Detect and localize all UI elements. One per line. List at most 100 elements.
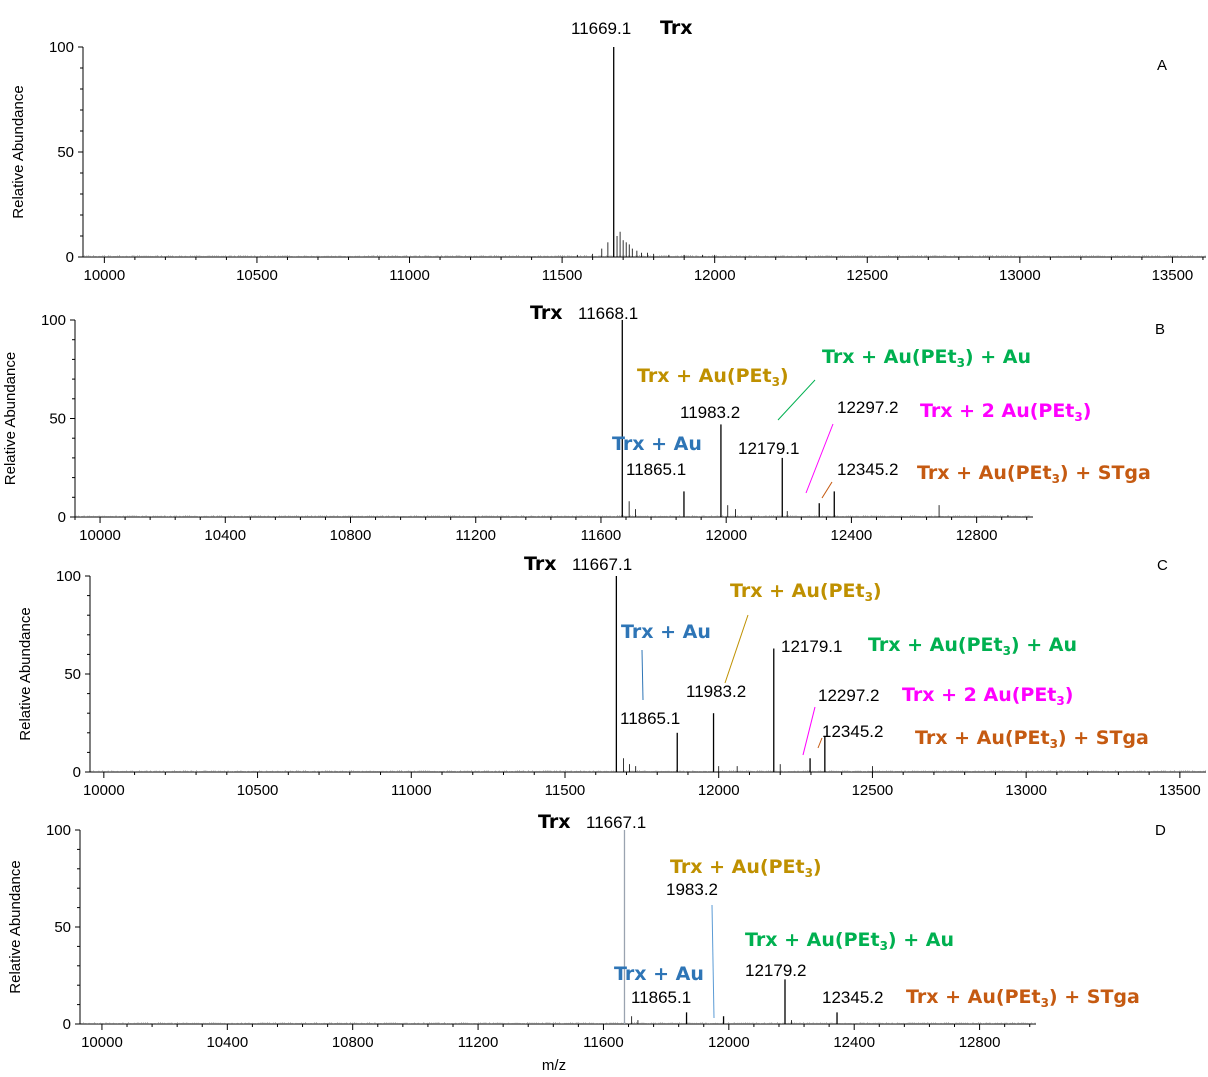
peak-mz-label: 12345.2 xyxy=(822,988,883,1007)
peak-mz-label: 12297.2 xyxy=(818,686,879,705)
x-tick-label: 10000 xyxy=(84,267,126,284)
x-tick-label: 13000 xyxy=(1005,782,1047,799)
annotation-leader-line xyxy=(724,614,749,684)
x-tick-label: 12500 xyxy=(846,267,888,284)
x-tick-label: 10000 xyxy=(83,782,125,799)
annotation-leader-line xyxy=(821,481,833,499)
peak-mz-label: 1983.2 xyxy=(666,880,718,899)
panel-letter: C xyxy=(1157,557,1168,574)
x-tick-label: 13500 xyxy=(1159,782,1201,799)
x-tick-label: 12500 xyxy=(852,782,894,799)
species-annotation: Trx + 2 Au(PEt3) xyxy=(902,684,1073,708)
x-tick-label: 11200 xyxy=(455,527,496,544)
x-tick-label: 11200 xyxy=(458,1034,499,1051)
annotation-leader-line xyxy=(711,904,715,1019)
y-tick-label: 100 xyxy=(41,312,66,329)
x-tick-label: 12000 xyxy=(705,527,747,544)
annotation-leader-line xyxy=(802,706,816,756)
y-tick-label: 0 xyxy=(63,1016,71,1033)
y-tick-label: 0 xyxy=(58,509,66,526)
y-axis-label: Relative Abundance xyxy=(2,352,19,485)
x-tick-label: 10400 xyxy=(204,527,246,544)
peak-mz-label: 11667.1 xyxy=(586,813,646,832)
species-annotation: Trx + Au(PEt3) + STga xyxy=(906,986,1140,1010)
peak-mz-label: 11983.2 xyxy=(686,682,746,701)
x-tick-label: 11000 xyxy=(391,782,432,799)
x-tick-label: 12800 xyxy=(956,527,998,544)
y-tick-label: 100 xyxy=(46,822,71,839)
y-tick-label: 0 xyxy=(66,249,74,266)
species-annotation: Trx + Au(PEt3) + STga xyxy=(917,462,1151,486)
x-tick-label: 12000 xyxy=(698,782,740,799)
y-tick-label: 0 xyxy=(73,764,81,781)
y-tick-label: 50 xyxy=(64,666,81,683)
species-annotation: Trx + Au(PEt3) + Au xyxy=(822,346,1031,370)
x-tick-label: 10800 xyxy=(332,1034,374,1051)
peak-mz-label: 11668.1 xyxy=(578,304,638,323)
species-annotation: Trx xyxy=(524,553,557,575)
x-tick-label: 12800 xyxy=(959,1034,1001,1051)
x-tick-label: 13000 xyxy=(999,267,1041,284)
species-annotation: Trx + Au(PEt3) xyxy=(670,856,822,880)
annotation-leader-line xyxy=(817,737,823,749)
spectrum-panel-c: 0 50 100 10000 10500 11000 11500 12000 12500 1300… xyxy=(17,553,1206,799)
peak-mz-label: 12179.1 xyxy=(781,637,842,656)
species-annotation: Trx + Au xyxy=(621,621,711,643)
peak-mz-label: 12179.2 xyxy=(745,961,806,980)
x-tick-label: 10500 xyxy=(236,267,278,284)
y-tick-label: 100 xyxy=(49,39,74,56)
x-tick-label: 12400 xyxy=(831,527,873,544)
x-tick-label: 12000 xyxy=(694,267,736,284)
species-annotation: Trx xyxy=(660,17,693,39)
x-tick-label: 11600 xyxy=(583,1034,624,1051)
annotation-leader-line xyxy=(641,649,644,701)
x-tick-label: 10500 xyxy=(237,782,279,799)
x-tick-label: 11600 xyxy=(581,527,622,544)
x-tick-label: 10000 xyxy=(79,527,121,544)
peak-mz-label: 12297.2 xyxy=(837,398,898,417)
spectrum-panel-b: 0 50 100 10000 10400 10800 11200 11600 12000 1240… xyxy=(2,302,1165,544)
y-axis-label: Relative Abundance xyxy=(7,860,24,993)
y-tick-label: 50 xyxy=(49,411,66,428)
y-axis-label: Relative Abundance xyxy=(17,607,34,740)
peak-mz-label: 12345.2 xyxy=(822,722,883,741)
species-annotation: Trx xyxy=(538,811,571,833)
spectrum-panel-d: 0 50 100 10000 10400 10800 11200 11600 12000 1240… xyxy=(7,811,1166,1074)
y-axis-label: Relative Abundance xyxy=(10,85,27,218)
peak-mz-label: 11865.1 xyxy=(620,709,680,728)
peak-mz-label: 11865.1 xyxy=(626,460,686,479)
y-tick-label: 50 xyxy=(54,919,71,936)
y-tick-label: 50 xyxy=(57,144,74,161)
species-annotation: Trx + Au xyxy=(614,963,704,985)
peak-mz-label: 11865.1 xyxy=(631,988,691,1007)
x-tick-label: 12400 xyxy=(833,1034,875,1051)
peak-mz-label: 11667.1 xyxy=(572,555,632,574)
annotation-leader-line xyxy=(805,423,834,494)
species-annotation: Trx + Au xyxy=(612,433,702,455)
peak-mz-label: 12345.2 xyxy=(837,460,898,479)
panel-letter: D xyxy=(1155,822,1166,839)
species-annotation: Trx + Au(PEt3) xyxy=(637,365,789,389)
spectrum-panel-a: 0 50 100 10000 10500 11000 11500 12000 12500 1300… xyxy=(10,17,1206,284)
x-tick-label: 11500 xyxy=(545,782,586,799)
species-annotation: Trx + Au(PEt3) xyxy=(730,580,882,604)
species-annotation: Trx xyxy=(530,302,563,324)
panel-letter: B xyxy=(1155,321,1165,338)
species-annotation: Trx + Au(PEt3) + Au xyxy=(745,929,954,953)
x-tick-label: 10000 xyxy=(81,1034,123,1051)
peak-mz-label: 12179.1 xyxy=(738,439,799,458)
peak-mz-label: 11983.2 xyxy=(680,403,740,422)
x-axis-label: m/z xyxy=(542,1057,566,1074)
x-tick-label: 10400 xyxy=(206,1034,248,1051)
y-tick-label: 100 xyxy=(56,568,81,585)
annotation-leader-line xyxy=(777,379,816,421)
x-tick-label: 11500 xyxy=(542,267,583,284)
panel-letter: A xyxy=(1157,57,1167,74)
peak-mz-label: 11669.1 xyxy=(571,19,631,38)
species-annotation: Trx + Au(PEt3) + Au xyxy=(868,634,1077,658)
x-tick-label: 11000 xyxy=(389,267,430,284)
species-annotation: Trx + Au(PEt3) + STga xyxy=(915,727,1149,751)
x-tick-label: 12000 xyxy=(708,1034,750,1051)
species-annotation: Trx + 2 Au(PEt3) xyxy=(920,400,1091,424)
